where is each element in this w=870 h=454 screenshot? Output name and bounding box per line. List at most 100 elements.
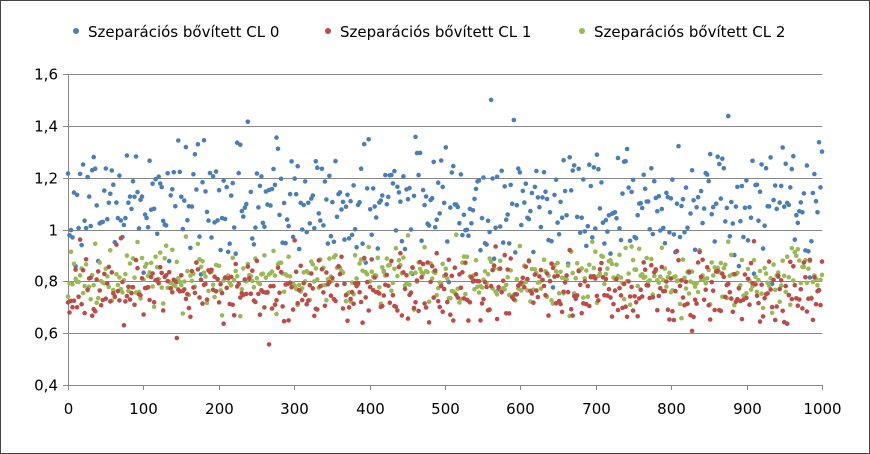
data-point [713,201,719,206]
data-point [508,256,513,261]
data-point [233,268,238,274]
data-point [562,280,568,285]
data-point [691,314,696,320]
data-point [577,230,583,235]
data-point [148,274,154,280]
data-point [408,227,414,232]
data-point [254,275,260,281]
data-point [600,254,606,260]
data-point [670,177,675,182]
data-point [543,189,548,194]
data-point [135,239,140,245]
data-point [440,309,446,315]
data-point [354,245,359,250]
data-point [500,240,506,245]
data-point [139,194,145,199]
data-point [219,313,225,318]
data-point [674,201,680,206]
data-point [556,232,562,237]
data-point [458,285,464,291]
data-point [380,193,385,198]
data-point [736,286,742,291]
data-point [357,200,362,205]
data-point [245,264,251,269]
data-point [312,226,317,231]
data-point [784,254,790,259]
data-point [547,210,553,215]
data-point [608,258,613,263]
data-point [408,270,414,276]
data-point [97,288,102,293]
data-point [762,296,767,301]
data-point [649,256,654,262]
data-point [544,196,550,202]
data-point [375,255,381,261]
data-point [565,289,571,295]
data-point [408,290,414,295]
data-point [88,297,93,302]
data-point [810,279,816,285]
legend-label: Szeparációs bővített CL 0 [88,23,279,41]
data-point [150,271,155,276]
data-point [315,165,320,170]
data-point [576,166,581,172]
data-point [815,210,820,215]
data-point [683,286,689,291]
data-point [77,171,83,177]
data-point [633,267,639,273]
data-point [266,342,272,347]
data-point [221,178,226,183]
data-point [585,223,591,229]
data-point [499,168,505,174]
data-point [496,284,501,290]
data-point [405,233,411,238]
data-point [508,182,513,188]
data-point [487,307,492,312]
data-point [262,253,267,258]
data-point [254,171,260,176]
data-point [795,246,801,252]
data-point [310,262,316,267]
data-point [384,256,390,261]
data-point [162,255,167,261]
data-point [216,263,222,269]
data-point [194,260,199,265]
data-point [712,307,717,313]
data-point [92,241,98,246]
data-point [405,316,411,321]
data-point [231,277,237,283]
data-point [614,276,619,282]
data-point [798,200,804,205]
data-point [330,199,335,205]
data-point [638,287,643,293]
data-point [432,225,438,230]
data-point [216,300,222,305]
data-point [182,279,187,284]
data-point [139,276,145,281]
data-point [783,289,788,295]
data-point [546,313,551,318]
data-point [479,215,485,221]
data-point [271,283,276,289]
data-point [441,200,447,206]
data-point [278,176,284,182]
data-point [256,205,261,210]
data-point [74,192,80,198]
data-point [668,196,674,201]
data-point [414,278,420,283]
data-point [80,290,86,296]
data-point [180,226,186,232]
data-point [411,305,417,311]
data-point [165,278,170,284]
data-point [278,260,284,266]
data-point [216,187,222,193]
data-point [334,282,340,288]
data-point [289,159,294,164]
data-point [701,297,707,303]
data-point [272,302,278,308]
data-point [574,261,580,266]
data-point [526,216,532,222]
data-point [585,294,591,300]
data-point [529,190,535,196]
data-point [262,224,267,230]
